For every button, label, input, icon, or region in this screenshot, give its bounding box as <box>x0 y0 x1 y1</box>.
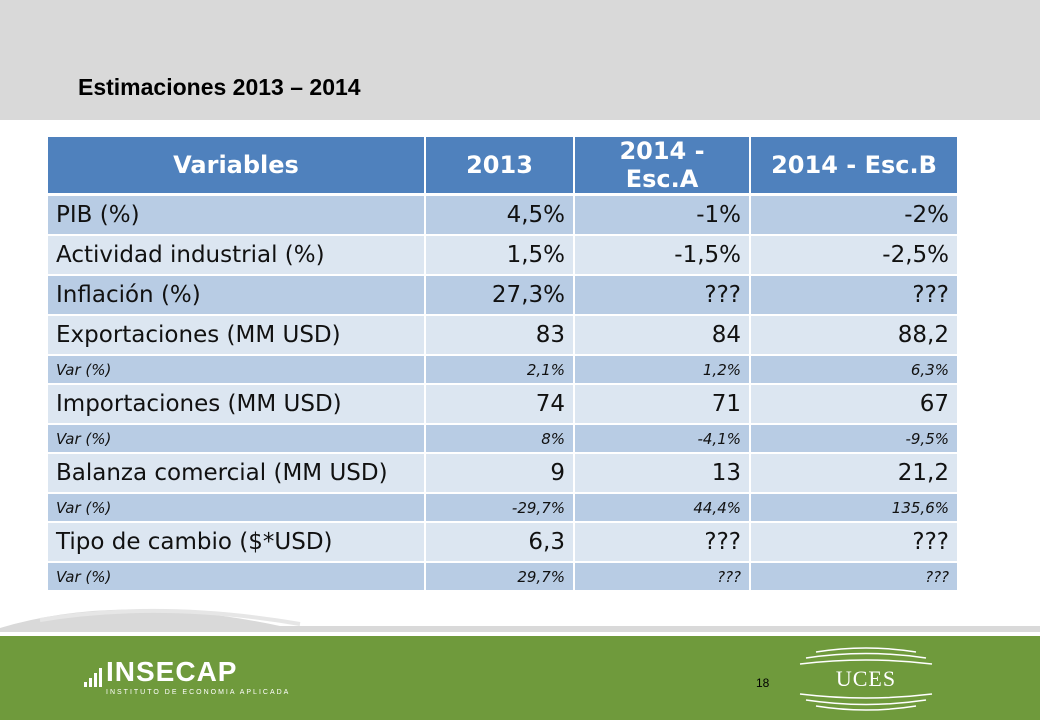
cell-value-2014-esc-a: -1% <box>574 194 751 236</box>
uces-logo: UCES <box>796 644 936 714</box>
table-subrow: Var (%) 8% -4,1% -9,5% <box>48 424 959 454</box>
cell-value-2013: 74 <box>425 384 575 425</box>
cell-value-2013: 27,3% <box>425 275 575 316</box>
table-row: Tipo de cambio ($*USD) 6,3?????? <box>48 522 959 563</box>
cell-value-2014-esc-b: -9,5% <box>750 424 959 454</box>
decorative-swoosh <box>0 608 1040 632</box>
table-subrow: Var (%) 29,7%?????? <box>48 562 959 592</box>
cell-value-2014-esc-b: 88,2 <box>750 315 959 356</box>
table-row: PIB (%) 4,5% -1% -2% <box>48 194 959 236</box>
cell-variable: Exportaciones (MM USD) <box>48 315 426 356</box>
cell-value-2013: 2,1% <box>425 355 575 385</box>
cell-value-2014-esc-b: -2,5% <box>750 235 959 276</box>
cell-value-2014-esc-a: -1,5% <box>574 235 751 276</box>
insecap-wordmark: INSECAP <box>106 656 238 687</box>
uces-emblem-lines <box>799 647 933 711</box>
table-row: Actividad industrial (%) 1,5% -1,5% -2,5% <box>48 235 959 276</box>
cell-value-2013: 83 <box>425 315 575 356</box>
cell-value-2014-esc-a: 84 <box>574 315 751 356</box>
header-variables: Variables <box>48 137 426 196</box>
cell-variable: Var (%) <box>48 562 426 592</box>
cell-value-2013: 4,5% <box>425 194 575 236</box>
cell-value-2014-esc-b: -2% <box>750 194 959 236</box>
table-subrow: Var (%) -29,7% 44,4% 135,6% <box>48 493 959 523</box>
cell-variable: Var (%) <box>48 355 426 385</box>
cell-variable: Importaciones (MM USD) <box>48 384 426 425</box>
cell-value-2013: 6,3 <box>425 522 575 563</box>
cell-value-2014-esc-a: ??? <box>574 275 751 316</box>
header-2013: 2013 <box>425 137 575 196</box>
cell-value-2014-esc-a: 1,2% <box>574 355 751 385</box>
insecap-subtitle: INSTITUTO DE ECONOMIA APLICADA <box>106 689 291 696</box>
cell-value-2013: 9 <box>425 453 575 494</box>
slide-title: Estimaciones 2013 – 2014 <box>78 74 361 100</box>
cell-value-2013: 8% <box>425 424 575 454</box>
cell-value-2014-esc-b: ??? <box>750 562 959 592</box>
cell-value-2014-esc-b: 6,3% <box>750 355 959 385</box>
header-2014-esc-b: 2014 - Esc.B <box>750 137 959 196</box>
estimates-table-container: Variables 2013 2014 - Esc.A 2014 - Esc.B… <box>48 137 959 592</box>
cell-value-2014-esc-a: -4,1% <box>574 424 751 454</box>
cell-value-2013: 1,5% <box>425 235 575 276</box>
cell-variable: PIB (%) <box>48 194 426 236</box>
table-body: PIB (%) 4,5% -1% -2% Actividad industrial (%… <box>48 194 959 592</box>
cell-value-2014-esc-a: ??? <box>574 522 751 563</box>
cell-value-2014-esc-b: 21,2 <box>750 453 959 494</box>
cell-variable: Balanza comercial (MM USD) <box>48 453 426 494</box>
cell-value-2014-esc-b: ??? <box>750 522 959 563</box>
cell-value-2014-esc-b: 135,6% <box>750 493 959 523</box>
cell-variable: Tipo de cambio ($*USD) <box>48 522 426 563</box>
header-band <box>0 0 1040 120</box>
cell-value-2014-esc-b: 67 <box>750 384 959 425</box>
table-row: Importaciones (MM USD) 74 71 67 <box>48 384 959 425</box>
table-row: Balanza comercial (MM USD) 9 13 21,2 <box>48 453 959 494</box>
cell-value-2014-esc-b: ??? <box>750 275 959 316</box>
table-subrow: Var (%) 2,1% 1,2% 6,3% <box>48 355 959 385</box>
cell-value-2014-esc-a: ??? <box>574 562 751 592</box>
table-row: Inflación (%) 27,3%?????? <box>48 275 959 316</box>
cell-value-2014-esc-a: 44,4% <box>574 493 751 523</box>
cell-variable: Var (%) <box>48 493 426 523</box>
cell-value-2013: -29,7% <box>425 493 575 523</box>
page-number: 18 <box>756 676 770 690</box>
cell-variable: Inflación (%) <box>48 275 426 316</box>
footer-band <box>0 636 1040 720</box>
cell-value-2014-esc-a: 13 <box>574 453 751 494</box>
cell-value-2014-esc-a: 71 <box>574 384 751 425</box>
table-row: Exportaciones (MM USD) 83 84 88,2 <box>48 315 959 356</box>
cell-value-2013: 29,7% <box>425 562 575 592</box>
cell-variable: Var (%) <box>48 424 426 454</box>
table-header-row: Variables 2013 2014 - Esc.A 2014 - Esc.B <box>48 137 959 196</box>
uces-wordmark: UCES <box>835 666 897 691</box>
signal-bars-icon <box>84 668 102 687</box>
header-2014-esc-a: 2014 - Esc.A <box>574 137 751 196</box>
cell-variable: Actividad industrial (%) <box>48 235 426 276</box>
estimates-table: Variables 2013 2014 - Esc.A 2014 - Esc.B… <box>48 137 959 592</box>
